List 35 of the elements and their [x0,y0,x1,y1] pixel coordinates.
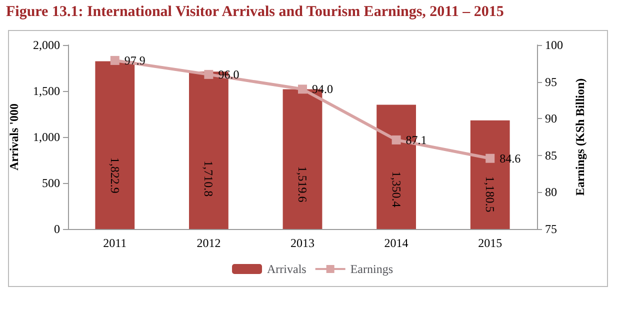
y-tick-label: 500 [42,176,60,190]
point [204,70,214,79]
data-label: 94.0 [312,82,333,96]
data-label: 1,350.4 [389,171,404,208]
data-label: 1,180.5 [483,176,498,212]
y-tick-label: 2,000 [33,38,60,52]
y-tick-label: 1,500 [33,84,60,98]
y-axis-title: Arrivals '000 [7,104,21,170]
x-tick-label: 2014 [384,236,408,250]
point [486,154,495,163]
x-tick-label: 2015 [478,236,502,250]
point [110,56,120,65]
y2-tick-label: 80 [545,185,557,200]
data-label: 1,710.8 [202,160,216,197]
y2-axis-title: Earnings (KSh Billion) [572,78,587,196]
y2-tick-label: 100 [545,38,563,52]
y2-tick-label: 90 [545,112,557,126]
data-label: 1,519.6 [296,166,310,202]
data-label: 1,822.9 [108,157,122,194]
chart-title: Figure 13.1: International Visitor Arrivals and Tourism Earnings, 2011 – 2015 [6,4,504,21]
legend-label: Earnings [350,262,394,276]
legend-label: Arrivals [267,262,307,276]
x-tick-label: 2012 [196,236,221,250]
y-tick-label: 1,000 [33,130,60,144]
x-tick-label: 2011 [103,236,127,250]
y2-tick-label: 95 [545,74,557,89]
y-tick-label: 0 [54,222,60,236]
data-label: 97.9 [124,53,146,68]
y2-tick-label: 85 [545,148,557,162]
data-label: 96.0 [218,67,240,82]
point [298,84,307,94]
y2-tick-label: 75 [545,222,557,236]
x-tick-label: 2013 [290,236,314,250]
point [392,135,401,144]
data-label: 87.1 [406,132,427,147]
